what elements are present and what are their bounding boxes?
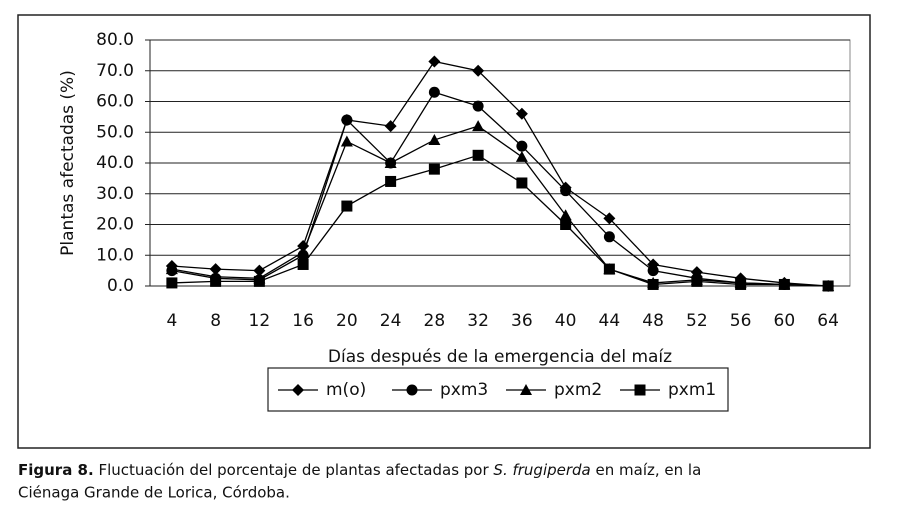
data-point	[603, 231, 615, 243]
data-point	[210, 275, 222, 287]
y-tick-label: 10.0	[96, 245, 134, 265]
data-point	[735, 278, 747, 290]
x-axis-label: Días después de la emergencia del maíz	[328, 347, 672, 367]
caption-line-1: Figura 8. Fluctuación del porcentaje de …	[18, 461, 701, 479]
data-point	[384, 120, 397, 133]
data-point	[822, 280, 834, 292]
legend-label: pxm3	[440, 380, 488, 400]
x-tick-label: 60	[774, 311, 796, 331]
data-point	[253, 275, 265, 287]
x-tick-label: 32	[467, 311, 489, 331]
data-point	[560, 219, 572, 230]
y-tick-label: 80.0	[96, 30, 134, 50]
y-tick-label: 50.0	[96, 122, 134, 142]
figure-frame	[17, 14, 871, 449]
y-tick-label: 0.0	[107, 276, 134, 296]
data-point	[297, 246, 310, 258]
data-point	[516, 177, 528, 189]
legend-marker	[406, 384, 418, 396]
x-tick-label: 12	[249, 311, 271, 331]
y-tick-label: 20.0	[96, 215, 134, 235]
data-point	[472, 100, 484, 112]
x-tick-label: 20	[336, 311, 358, 331]
data-point	[341, 114, 353, 126]
legend-label: pxm1	[668, 380, 716, 400]
data-point	[384, 157, 397, 168]
series-line	[171, 154, 829, 287]
data-point	[647, 265, 659, 277]
data-point	[778, 278, 790, 290]
x-tick-label: 48	[642, 311, 664, 331]
data-point	[472, 64, 485, 77]
data-point	[515, 107, 528, 120]
data-point	[428, 133, 441, 145]
data-point	[428, 163, 440, 175]
data-point	[428, 86, 440, 98]
x-tick-label: 64	[817, 311, 839, 331]
legend-marker	[520, 384, 532, 395]
data-point	[428, 55, 441, 68]
series-line	[171, 125, 829, 287]
caption-line-2: Ciénaga Grande de Lorica, Córdoba.	[18, 484, 290, 502]
x-tick-label: 4	[166, 311, 177, 331]
y-axis-label: Plantas afectadas (%)	[58, 70, 78, 256]
series-line	[171, 91, 829, 287]
legend-box	[267, 367, 729, 412]
x-tick-label: 40	[555, 311, 577, 331]
data-point	[647, 278, 659, 290]
y-tick-label: 60.0	[96, 92, 134, 112]
data-point	[516, 140, 528, 152]
caption-text: en maíz, en la	[591, 461, 702, 479]
x-tick-label: 56	[730, 311, 752, 331]
data-point	[209, 263, 222, 276]
data-point	[472, 120, 485, 132]
x-tick-label: 16	[292, 311, 314, 331]
legend-marker	[634, 384, 646, 396]
data-point	[385, 175, 397, 187]
data-point	[560, 185, 572, 197]
legend-marker	[292, 384, 304, 396]
data-point	[691, 275, 703, 287]
x-tick-label: 36	[511, 311, 533, 331]
data-point	[603, 263, 615, 275]
data-point	[341, 200, 353, 212]
data-point	[515, 150, 528, 162]
x-tick-label: 24	[380, 311, 402, 331]
y-tick-label: 30.0	[96, 184, 134, 204]
caption-species: S. frugiperda	[493, 461, 590, 479]
data-point	[166, 277, 178, 289]
x-tick-label: 52	[686, 311, 708, 331]
caption-text: Fluctuación del porcentaje de plantas af…	[94, 461, 494, 479]
series-line	[171, 60, 829, 287]
data-point	[297, 258, 309, 270]
legend-label: m(o)	[326, 380, 366, 400]
legend-label: pxm2	[554, 380, 602, 400]
data-point	[603, 212, 616, 225]
data-point	[253, 264, 266, 277]
data-point	[340, 135, 353, 147]
x-tick-label: 8	[210, 311, 221, 331]
x-tick-label: 28	[424, 311, 446, 331]
y-tick-label: 40.0	[96, 153, 134, 173]
y-tick-label: 70.0	[96, 61, 134, 81]
data-point	[165, 263, 178, 275]
caption-label: Figura 8.	[18, 461, 94, 479]
x-tick-label: 44	[599, 311, 621, 331]
data-point	[472, 149, 484, 161]
data-point	[559, 209, 572, 221]
